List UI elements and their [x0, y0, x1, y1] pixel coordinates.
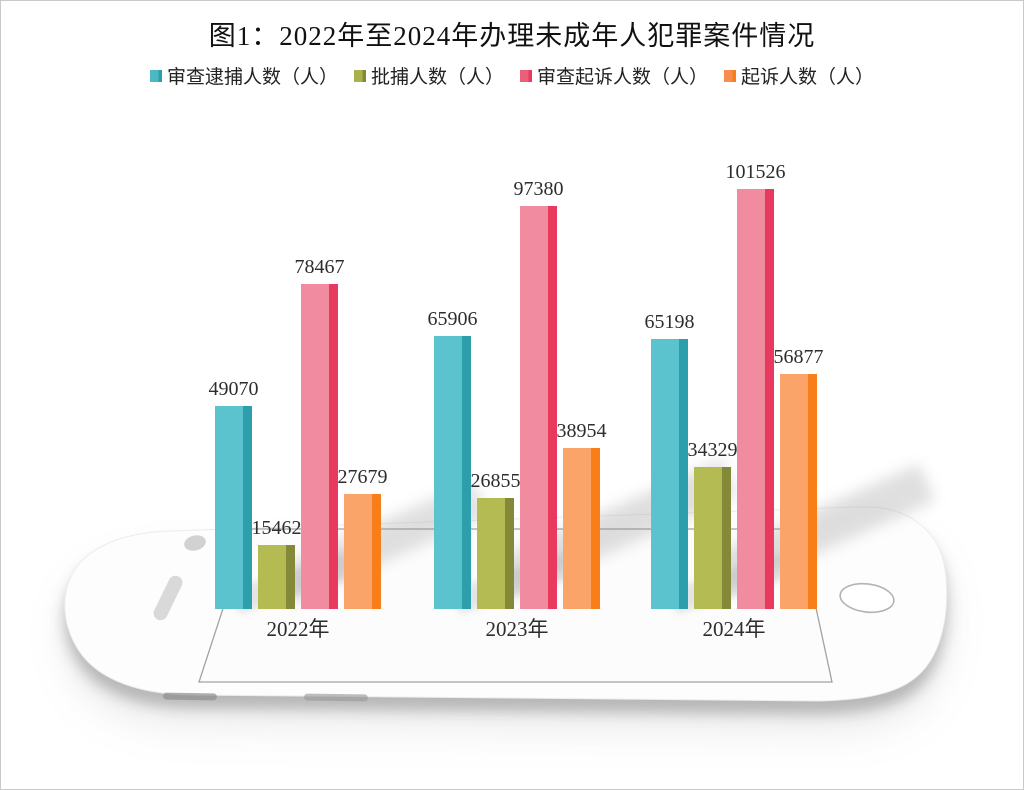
bar	[780, 374, 817, 609]
category-label: 2023年	[485, 617, 549, 641]
bar-value-label: 101526	[725, 161, 786, 183]
legend-label: 审查逮捕人数（人）	[166, 67, 338, 88]
category-label: 2024年	[702, 617, 766, 641]
figure-title: 图1：2022年至2024年办理未成年人犯罪案件情况	[208, 21, 816, 51]
bar	[737, 189, 774, 609]
phone-side-button-icon	[303, 693, 368, 702]
bar	[477, 498, 514, 609]
bar-value-label: 34329	[687, 439, 738, 461]
legend-item: 起诉人数（人）	[724, 62, 874, 89]
legend-item: 批捕人数（人）	[353, 62, 504, 89]
bar-value-label: 26855	[470, 470, 521, 492]
bar-value-label: 65198	[644, 311, 695, 333]
category-label: 2022年	[266, 617, 330, 641]
bar	[215, 406, 252, 609]
bar-value-label: 65906	[427, 308, 478, 330]
bar	[434, 336, 471, 609]
phone-side-button-icon	[162, 692, 217, 701]
bar-value-label: 49070	[208, 378, 259, 400]
phone-speaker-icon	[153, 575, 183, 621]
bar-value-label: 15462	[251, 517, 302, 539]
bar	[651, 339, 688, 609]
legend-label: 起诉人数（人）	[741, 67, 875, 88]
bar-value-label: 78467	[294, 256, 345, 278]
bar	[344, 494, 381, 609]
legend: 审查逮捕人数（人） 批捕人数（人） 审查起诉人数（人） 起诉人数（人）	[1, 62, 1023, 89]
legend-item: 审查逮捕人数（人）	[149, 62, 338, 89]
bar-value-label: 27679	[337, 466, 388, 488]
legend-swatch-icon	[724, 69, 737, 82]
phone-home-button	[839, 582, 895, 614]
bar-value-label: 38954	[556, 420, 607, 442]
legend-label: 批捕人数（人）	[370, 67, 504, 88]
bar	[694, 467, 731, 609]
bar	[258, 545, 295, 609]
bar-value-label: 56877	[773, 346, 824, 368]
legend-swatch-icon	[353, 69, 366, 82]
bar	[301, 284, 338, 609]
bar	[563, 448, 600, 609]
legend-label: 审查起诉人数（人）	[537, 67, 709, 88]
bar-value-label: 97380	[513, 178, 564, 200]
legend-swatch-icon	[149, 69, 162, 82]
phone-camera-icon	[184, 535, 206, 551]
legend-swatch-icon	[520, 69, 532, 82]
bar	[520, 206, 557, 609]
legend-item: 审查起诉人数（人）	[520, 62, 708, 89]
